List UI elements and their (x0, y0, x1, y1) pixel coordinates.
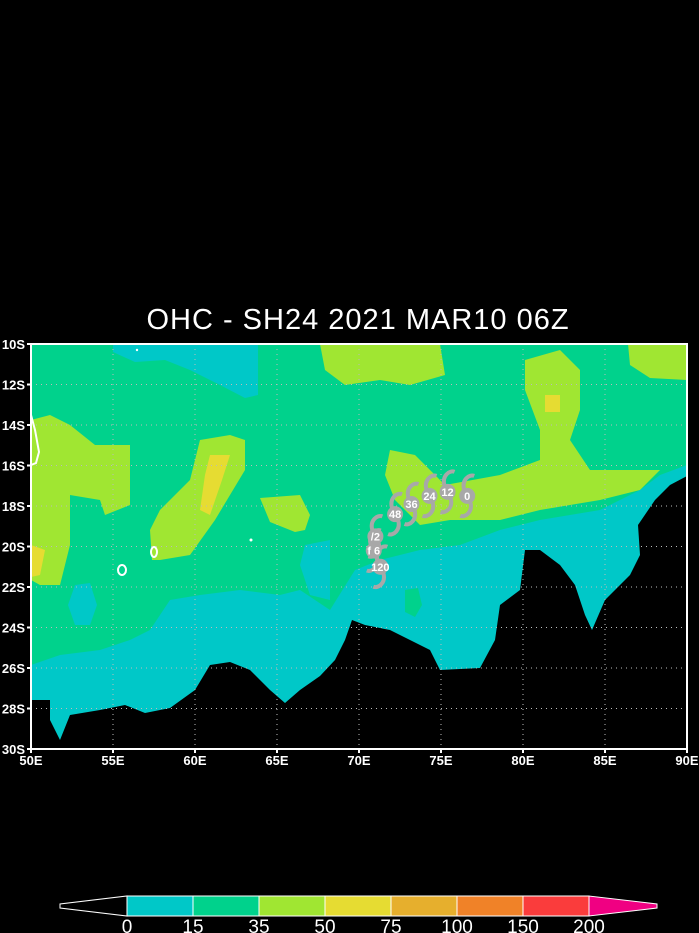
ohc-50-75-region-north (320, 344, 445, 385)
reunion-island (150, 546, 158, 558)
colorbar-label: 50 (314, 917, 335, 933)
lon-label: 80E (511, 753, 534, 768)
track-point-marker (459, 487, 476, 504)
cyclone-symbol-icon (441, 469, 456, 487)
lon-label: 85E (593, 753, 616, 768)
colorbar: 0 15 35 50 75 100 150 200 (59, 895, 658, 933)
colorbar-segment (192, 895, 260, 917)
mauritius-island (117, 564, 127, 576)
track-point (421, 473, 438, 519)
ohc-15-35-region-patch (405, 588, 422, 617)
lat-label: 14S (2, 418, 25, 433)
colorbar-segment (390, 895, 458, 917)
lon-label: 70E (347, 753, 370, 768)
cyclone-symbol-icon (368, 528, 382, 546)
track-point-marker (421, 487, 438, 504)
cyclone-symbol-icon (423, 473, 438, 491)
cyclone-symbol-icon (374, 544, 389, 562)
madagascar-coastline (30, 414, 41, 466)
map-plot-area: 0 12 24 36 48/2 f 6 120 10S 12S 14S 16S 18S 20S 22S 2… (2, 337, 699, 768)
cyclone-symbol-icon (389, 491, 403, 509)
colorbar-label: 150 (507, 917, 539, 933)
colorbar-segment (456, 895, 524, 917)
storm-track: 0 12 24 36 48/2 f 6 120 (365, 469, 476, 590)
colorbar-segment (522, 895, 590, 917)
forecast-hour-label: 120 (371, 562, 389, 574)
colorbar-over-triangle (588, 895, 658, 917)
lat-label: 12S (2, 378, 25, 393)
lat-label: 20S (2, 540, 25, 555)
ohc-50-75-region-small (260, 495, 310, 532)
lat-label: 18S (2, 499, 25, 514)
colorbar-label: 200 (573, 917, 605, 933)
ohc-50-75-region-east (385, 350, 660, 525)
colorbar-label: 15 (182, 917, 203, 933)
track-point (372, 544, 389, 590)
lon-label: 55E (101, 753, 124, 768)
forecast-hour-label: 0 (464, 491, 470, 503)
colorbar-segment (324, 895, 392, 917)
cyclone-symbol-icon (387, 519, 401, 537)
forecast-hour-label: 12 (441, 487, 453, 499)
cyclone-symbol-icon (403, 509, 418, 527)
cyclone-symbol-icon (369, 514, 384, 531)
lat-label: 16S (2, 459, 25, 474)
track-point-marker (372, 558, 389, 575)
lat-label: 26S (2, 661, 25, 676)
track-point-marker (403, 495, 420, 512)
islet (135, 348, 139, 352)
lat-label: 22S (2, 580, 25, 595)
colorbar-label: 0 (122, 917, 133, 933)
track-point (439, 469, 456, 515)
cyclone-symbol-icon (405, 481, 420, 499)
forecast-hour-label: /2 (371, 531, 380, 543)
track-point (459, 473, 476, 519)
lat-label: 28S (2, 702, 25, 717)
colorbar-under-triangle (59, 895, 128, 917)
forecast-hour-label: f 6 (367, 546, 380, 558)
cyclone-symbol-icon (461, 473, 475, 491)
cyclone-symbol-icon (439, 497, 454, 515)
latitude-labels: 10S 12S 14S 16S 18S 20S 22S 24S 26S 28S 30S (2, 337, 31, 757)
lon-label: 65E (265, 753, 288, 768)
colorbar-label: 35 (248, 917, 269, 933)
ohc-75-100-region-c (545, 395, 560, 412)
cyclone-symbol-icon (459, 501, 473, 519)
forecast-hour-label: 36 (405, 499, 417, 511)
lon-label: 60E (183, 753, 206, 768)
ohc-50-75-region-corner (628, 344, 687, 380)
cyclone-symbol-icon (421, 501, 436, 519)
track-point-marker (439, 483, 456, 500)
track-point-marker (387, 506, 404, 523)
lat-label: 10S (2, 337, 25, 352)
colorbar-label: 75 (380, 917, 401, 933)
forecast-hour-label: 24 (423, 491, 436, 503)
ohc-75-100-region-a (200, 455, 230, 515)
ohc-0-15-region-blob-west (68, 583, 97, 625)
colorbar-label: 100 (441, 917, 473, 933)
track-point (387, 491, 404, 537)
cyclone-symbol-icon (372, 572, 386, 590)
map-title: OHC - SH24 2021 MAR10 06Z (146, 304, 569, 336)
colorbar-segment (126, 895, 194, 917)
land-mass (31, 476, 687, 749)
ohc-50-75-region-west (31, 415, 130, 585)
colorbar-segment (258, 895, 326, 917)
forecast-hour-label: 48 (389, 509, 401, 521)
longitude-labels: 50E 55E 60E 65E 70E 75E 80E 85E 90E (19, 749, 699, 768)
ohc-0-15-region-blob-east (300, 540, 330, 600)
lon-label: 50E (19, 753, 42, 768)
lat-label: 24S (2, 621, 25, 636)
ohc-75-100-region-b (31, 545, 45, 577)
lon-label: 75E (429, 753, 452, 768)
rodrigues-island (249, 538, 253, 542)
track-point (403, 481, 420, 527)
lat-label: 30S (2, 742, 25, 757)
lon-label: 90E (675, 753, 698, 768)
